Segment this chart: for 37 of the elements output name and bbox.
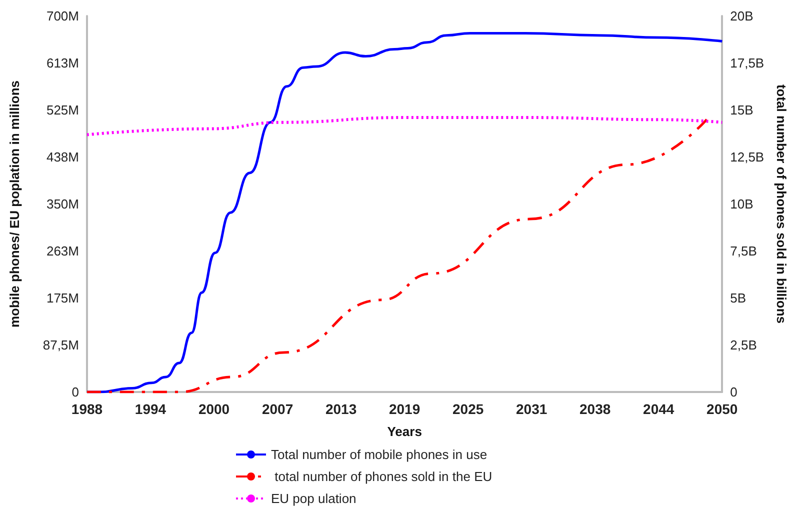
y2-tick-label: 7,5B (730, 244, 757, 258)
y2-tick-label: 12,5B (730, 150, 764, 164)
y2-tick-label: 17,5B (730, 56, 764, 70)
y2-tick-label: 2,5B (730, 338, 757, 352)
x-tick-label: 2044 (643, 401, 674, 417)
x-tick-label: 2019 (388, 401, 420, 417)
y-tick-label: 438M (46, 150, 79, 164)
x-tick-label: 2007 (262, 401, 294, 417)
y-axis-title: mobile phones/ EU poplation in millions (7, 80, 22, 328)
y-tick-label: 0 (72, 384, 79, 400)
legend-label: total number of phones sold in the EU (271, 469, 492, 484)
x-axis-title: Years (387, 424, 422, 439)
y-tick-label: 350M (46, 196, 79, 212)
y2-tick-label: 20B (730, 8, 754, 24)
x-tick-label: 2025 (452, 401, 484, 417)
x-tick-label: 1994 (134, 401, 166, 417)
y2-tick-label: 10B (730, 196, 754, 212)
y2-axis-title: total number of phones sold in billions (774, 84, 789, 324)
y2-tick-label: 0 (730, 384, 738, 400)
x-tick-label: 2031 (516, 401, 548, 417)
y-tick-label: 525M (46, 102, 79, 118)
y-tick-label: 263M (46, 244, 79, 258)
y-tick-label: 700M (46, 8, 79, 24)
y2-tick-label: 15B (730, 102, 754, 118)
legend-label: Total number of mobile phones in use (271, 447, 488, 462)
y-tick-label: 613M (46, 56, 79, 70)
x-tick-label: 2050 (706, 401, 738, 417)
line-series (86, 116, 724, 136)
y2-tick-label: 5B (730, 290, 746, 306)
y-tick-label: 87,5M (42, 338, 79, 352)
line-series (86, 118, 708, 394)
x-tick-label: 2038 (580, 401, 611, 417)
y-tick-label: 175M (46, 290, 79, 306)
x-tick-label: 2000 (198, 401, 230, 417)
legend-label: EU pop ulation (271, 491, 356, 506)
x-tick-label: 2013 (325, 401, 357, 417)
x-tick-label: 1988 (71, 401, 103, 417)
